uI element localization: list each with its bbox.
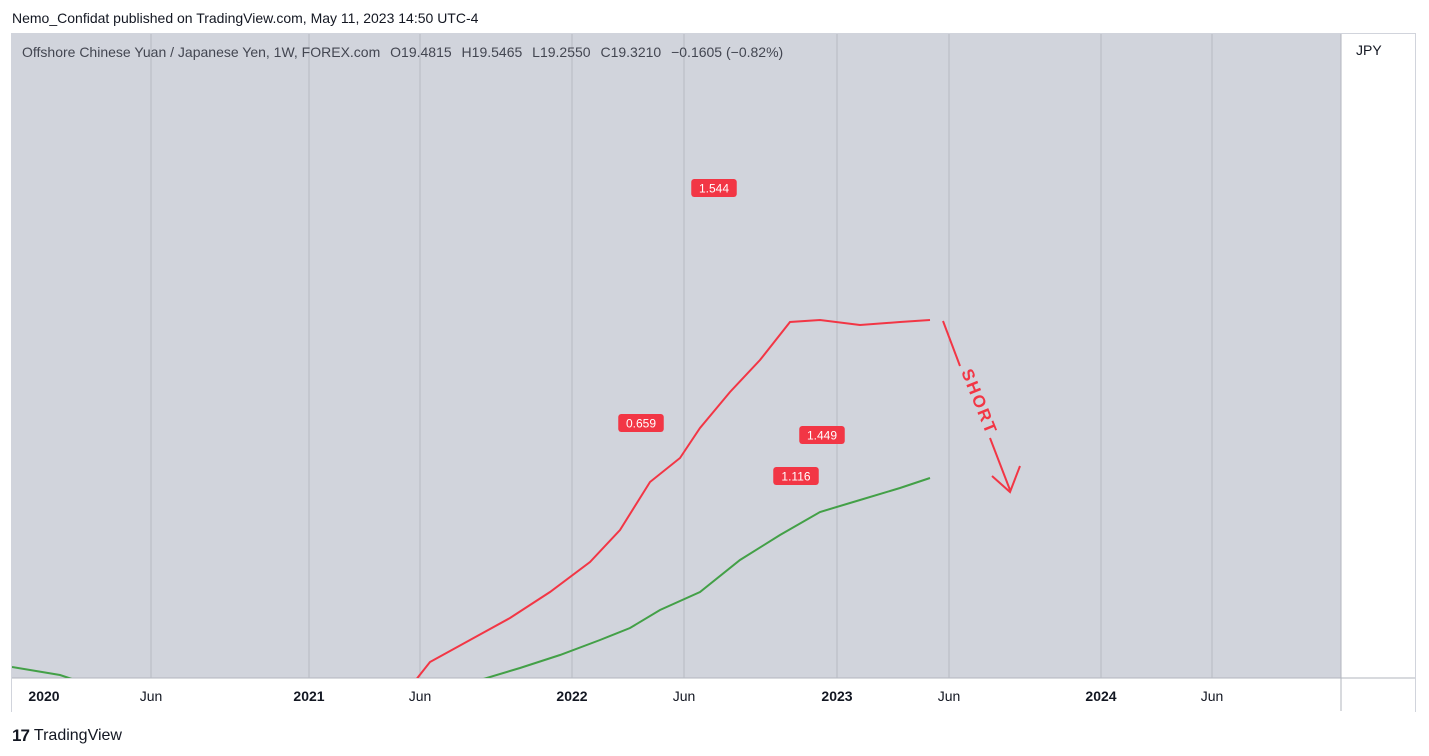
- publisher-line: Nemo_Confidat published on TradingView.c…: [12, 10, 479, 26]
- ratio-badge: [618, 414, 664, 432]
- legend-open-value: 19.4815: [401, 44, 452, 60]
- short-arrow-line-top: [942, 320, 961, 367]
- legend-open-label: O: [390, 44, 402, 60]
- x-tick-label: 2021: [293, 688, 324, 704]
- legend-high: H19.5465: [462, 44, 523, 60]
- x-tick-label: 2024: [1085, 688, 1116, 704]
- x-tick-label: Jun: [938, 688, 961, 704]
- legend-low-value: 19.2550: [539, 44, 591, 60]
- ratio-text: 1.544: [699, 182, 729, 196]
- x-tick-label: Jun: [1201, 688, 1224, 704]
- legend-low: L19.2550: [532, 44, 590, 60]
- legend-close-label: C: [600, 44, 611, 60]
- ratio-text: 1.116: [781, 470, 810, 484]
- ema-fast-line: [416, 318, 931, 678]
- legend-open: O19.4815: [390, 44, 452, 60]
- tradingview-icon: 17: [12, 726, 30, 745]
- legend-close: C19.3210: [600, 44, 661, 60]
- ratio-badge: [773, 467, 819, 485]
- grid-lines: [150, 34, 1213, 678]
- x-tick-label: Jun: [409, 688, 432, 704]
- ratio-label: 1.544: [691, 179, 737, 197]
- tradingview-logo[interactable]: 17 TradingView: [12, 726, 122, 746]
- ratio-badge: [691, 179, 737, 197]
- short-arrow-head: [991, 465, 1021, 494]
- x-tick-label: 2023: [821, 688, 852, 704]
- ratio-label: 1.449: [799, 426, 845, 444]
- legend-low-label: L: [532, 44, 540, 60]
- time-axis-pane: [12, 678, 1415, 712]
- legend-change: −0.1605 (−0.82%): [671, 44, 784, 60]
- x-tick-label: 2022: [556, 688, 587, 704]
- x-tick-label: Jun: [140, 688, 163, 704]
- ratio-text: 1.449: [807, 429, 837, 443]
- ratio-text: 0.659: [626, 417, 656, 431]
- x-tick-label: Jun: [673, 688, 696, 704]
- price-axis-pane: [1341, 34, 1415, 678]
- legend-symbol: Offshore Chinese Yuan / Japanese Yen, 1W…: [22, 44, 381, 60]
- legend-high-value: 19.5465: [471, 44, 523, 60]
- ema-slow-line: [12, 477, 931, 678]
- ratio-label: 1.116: [773, 467, 819, 485]
- legend-close-value: 19.3210: [610, 44, 662, 60]
- ratio-badge: [799, 426, 845, 444]
- currency-label: JPY: [1356, 42, 1382, 58]
- ratio-label: 0.659: [618, 414, 664, 432]
- tradingview-wordmark: TradingView: [33, 727, 122, 744]
- legend-high-label: H: [461, 44, 472, 60]
- plot-background: [12, 34, 1341, 678]
- x-tick-label: 2020: [28, 688, 59, 704]
- short-arrow-line-bottom: [989, 437, 1011, 491]
- chart-legend: Offshore Chinese Yuan / Japanese Yen, 1W…: [22, 44, 783, 60]
